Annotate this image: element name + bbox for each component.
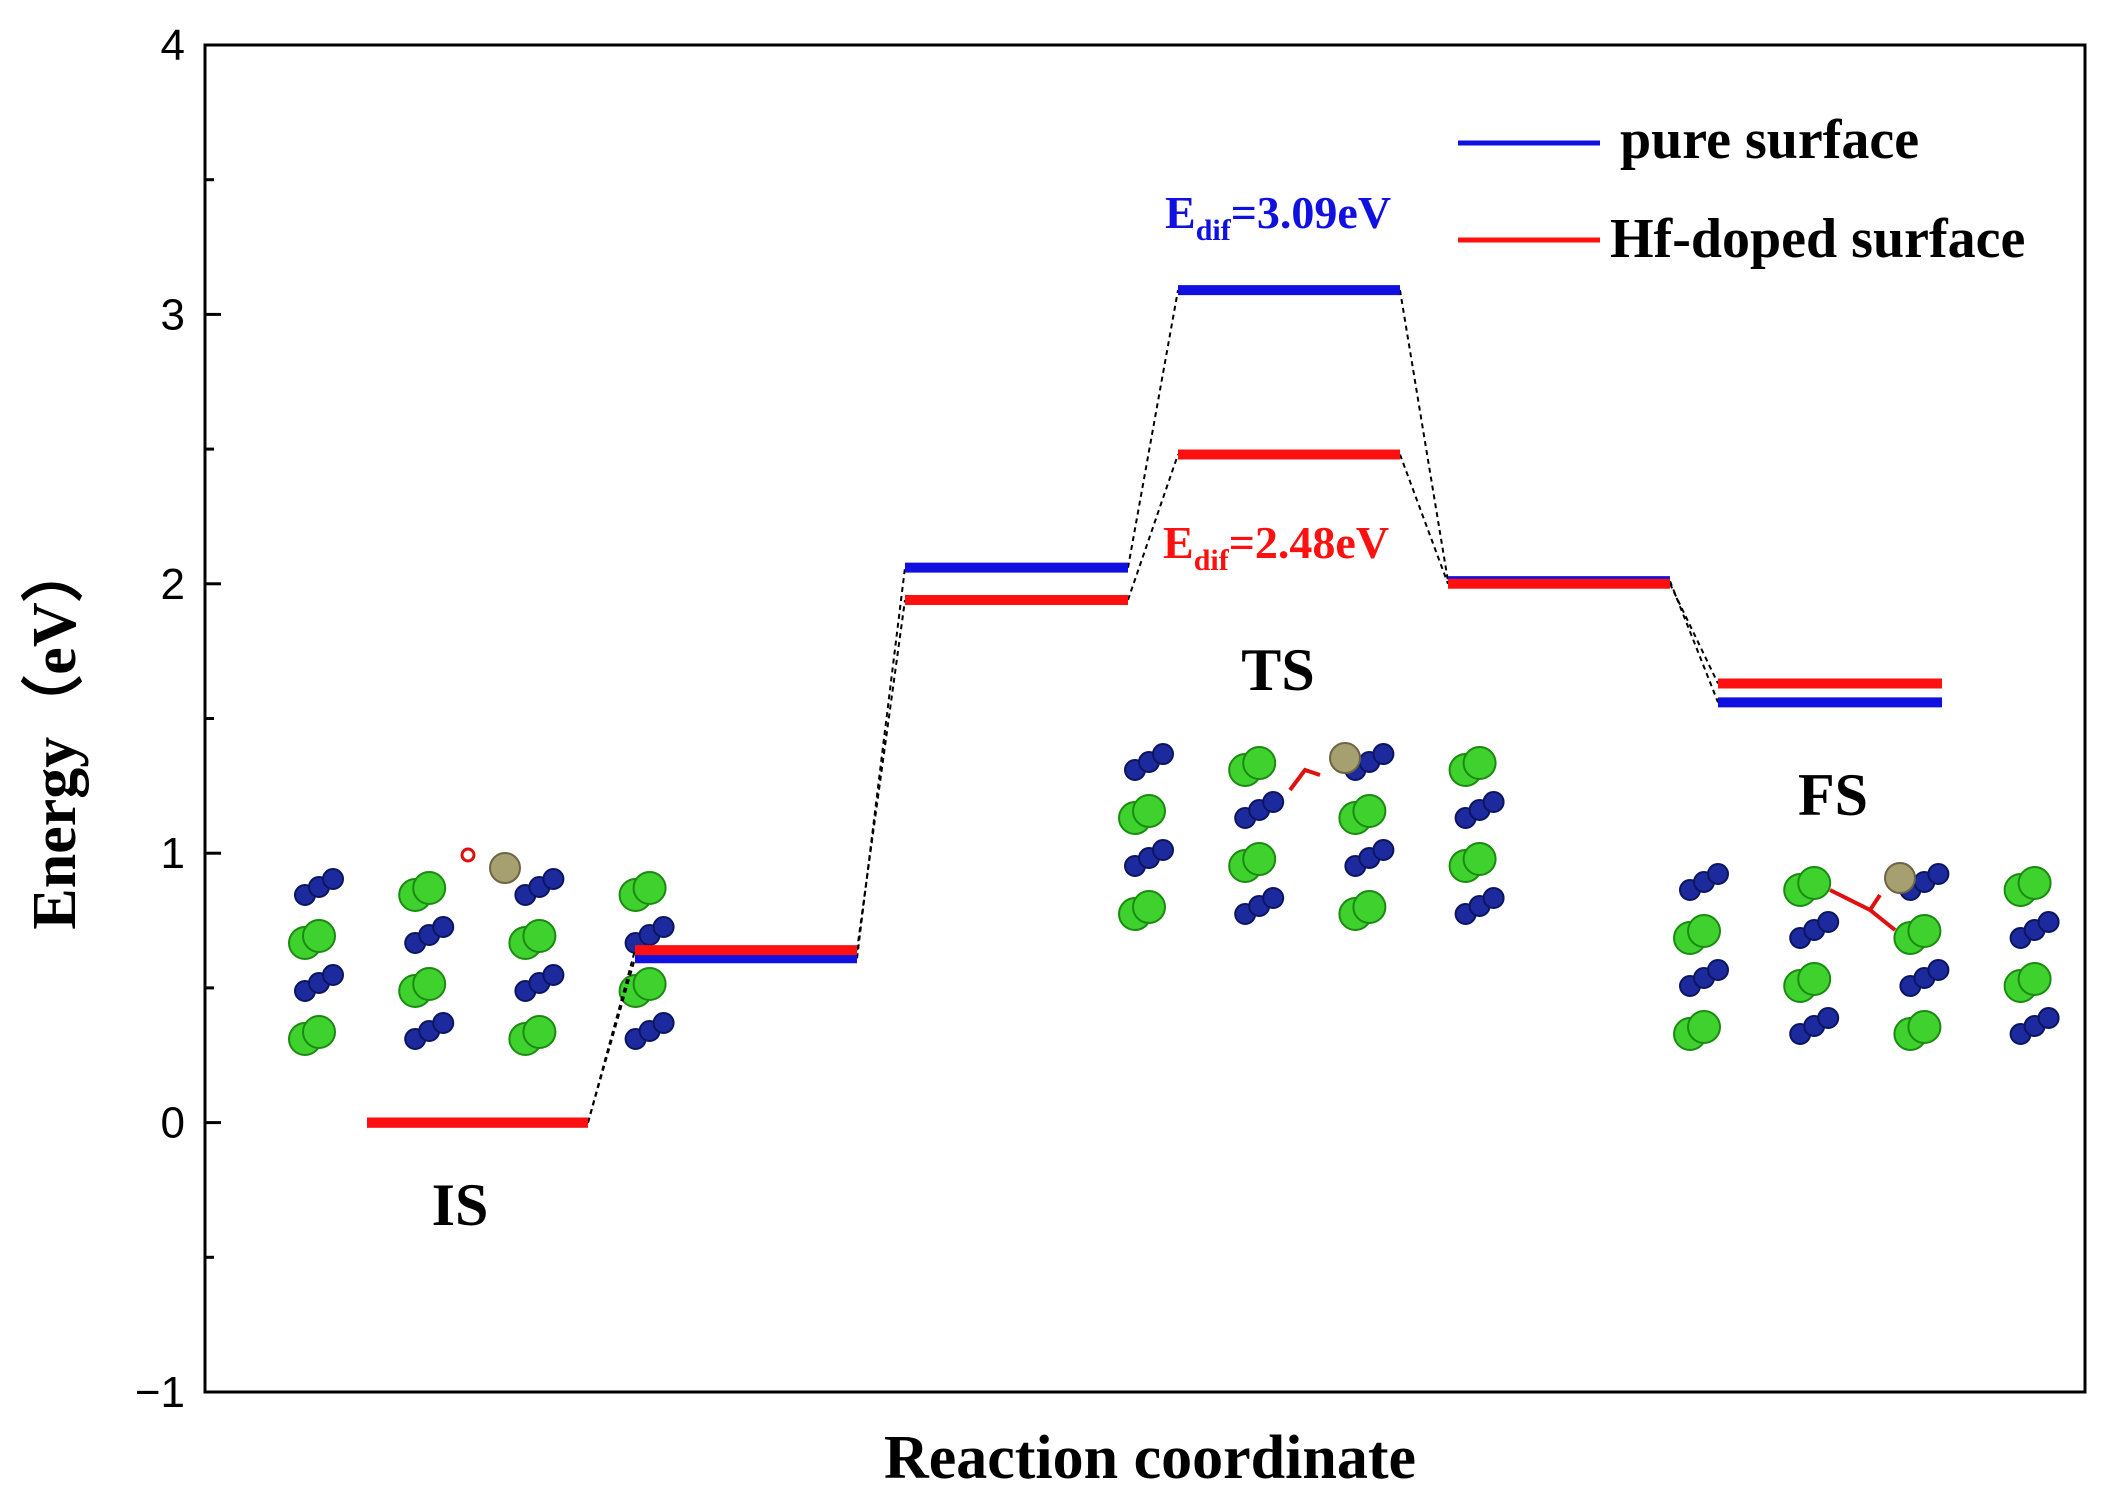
blue-atom (322, 868, 344, 890)
green-atom (522, 1015, 557, 1049)
blue-atom (1817, 1007, 1840, 1029)
green-atom (302, 919, 336, 953)
blue-atom (1372, 839, 1395, 861)
connector-pure-5 (1669, 580, 1719, 703)
atomic-structures (288, 742, 2060, 1056)
blue-atom (2037, 911, 2060, 933)
green-atom (1907, 1010, 1942, 1044)
green-atom (1352, 794, 1387, 828)
y-tick-label: −1 (135, 1368, 185, 1417)
connector-hf-5 (1669, 583, 1719, 684)
green-atom (522, 919, 557, 953)
y-tick-label: 3 (161, 290, 185, 339)
structure-fs (1673, 862, 2060, 1051)
green-atom (1797, 962, 1832, 996)
hf-atom (1884, 862, 1916, 894)
adatom-marker (460, 847, 476, 863)
connector-hf-1 (587, 949, 636, 1123)
blue-atom (542, 964, 565, 986)
connector-lines (587, 289, 1719, 1123)
connector-pure-3 (1127, 289, 1179, 568)
state-label-is: IS (432, 1172, 489, 1238)
green-atom (1462, 746, 1497, 780)
green-atom (1687, 914, 1721, 948)
legend: pure surface Hf-doped surface (1458, 109, 2025, 270)
blue-atom (1482, 791, 1505, 813)
blue-atom (1262, 887, 1285, 909)
blue-atom (1482, 887, 1505, 909)
legend-label-hf: Hf-doped surface (1610, 208, 2025, 270)
energy-levels (367, 285, 1942, 1128)
green-atom (1797, 866, 1832, 900)
blue-atom (652, 1012, 675, 1034)
connector-hf-2 (856, 599, 906, 951)
green-atom (1907, 914, 1942, 948)
axes: 4 3 2 1 0 −1 (135, 21, 2087, 1417)
blue-atom (652, 916, 675, 938)
connector-hf-4 (1399, 454, 1449, 585)
blue-atom (1927, 863, 1950, 885)
annotation-pure: Edif=3.09eV (1165, 187, 1391, 247)
state-label-fs: FS (1798, 762, 1868, 828)
green-atom (412, 871, 447, 905)
blue-atom (1707, 959, 1729, 981)
green-atom (1242, 842, 1277, 876)
y-tick-label: 4 (161, 21, 185, 70)
state-label-ts: TS (1241, 637, 1314, 703)
green-atom (1132, 794, 1166, 828)
y-axis-title: Energy（eV） (19, 540, 89, 929)
bond-marker (1829, 888, 1897, 932)
legend-label-pure: pure surface (1620, 109, 1919, 171)
blue-atom (432, 1012, 455, 1034)
bond-marker (1288, 767, 1321, 792)
annotation-hf: Edif=2.48eV (1163, 517, 1389, 577)
green-atom (2017, 866, 2052, 900)
blue-atom (542, 868, 565, 890)
structure-is (288, 847, 675, 1056)
y-tick-label: 2 (161, 560, 185, 609)
connector-hf-3 (1127, 454, 1179, 601)
green-atom (1132, 890, 1166, 924)
blue-atom (1927, 959, 1950, 981)
green-atom (412, 967, 447, 1001)
connector-pure-4 (1399, 289, 1449, 582)
hf-atom (489, 852, 521, 884)
green-atom (1462, 842, 1497, 876)
blue-atom (1372, 743, 1395, 765)
hf-atom (1329, 742, 1361, 774)
blue-atom (1152, 743, 1174, 765)
connector-pure-2 (856, 567, 906, 959)
green-atom (1242, 746, 1277, 780)
blue-atom (1707, 863, 1729, 885)
blue-atom (2037, 1007, 2060, 1029)
blue-atom (1817, 911, 1840, 933)
green-atom (1352, 890, 1387, 924)
green-atom (632, 967, 667, 1001)
structure-ts (1118, 742, 1505, 931)
blue-atom (1152, 839, 1174, 861)
green-atom (302, 1015, 336, 1049)
y-tick-label: 0 (161, 1099, 185, 1148)
y-tick-label: 1 (161, 829, 185, 878)
green-atom (1687, 1010, 1721, 1044)
green-atom (632, 871, 667, 905)
blue-atom (1262, 791, 1285, 813)
green-atom (2017, 962, 2052, 996)
blue-atom (432, 916, 455, 938)
x-axis-title: Reaction coordinate (884, 1424, 1416, 1492)
blue-atom (322, 964, 344, 986)
